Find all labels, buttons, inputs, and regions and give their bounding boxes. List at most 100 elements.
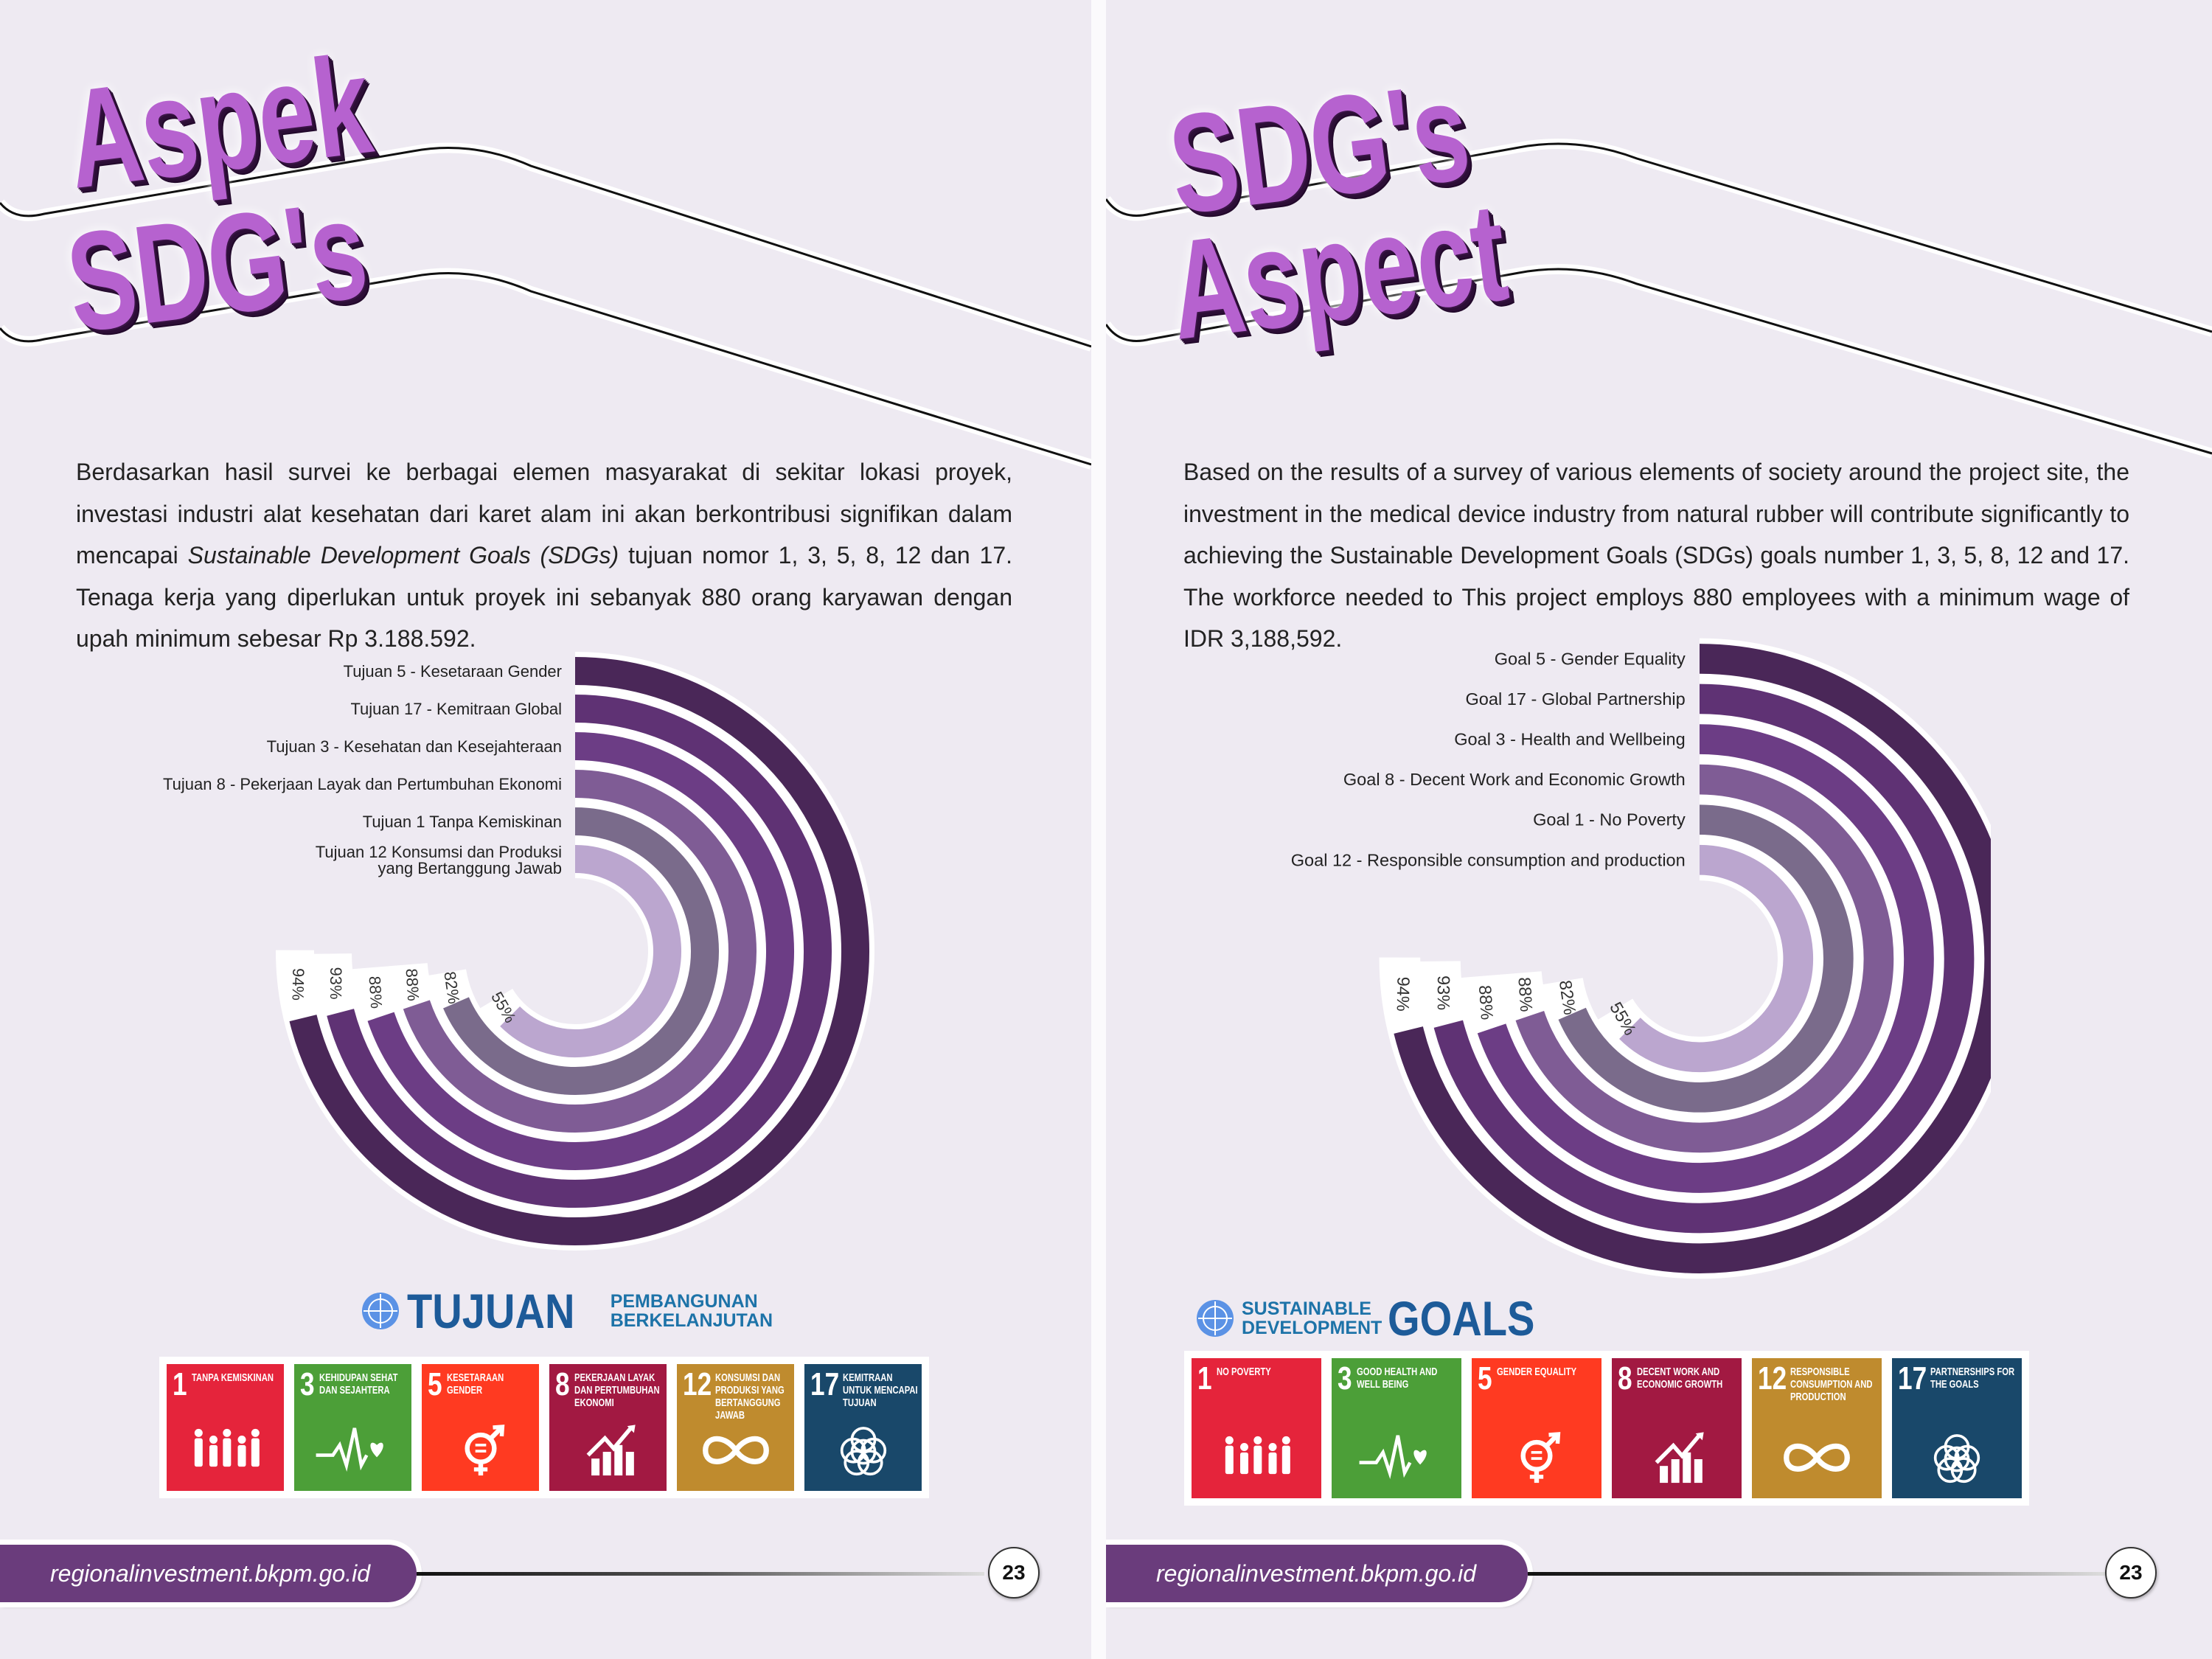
category-label: Tujuan 8 - Pekerjaan Layak dan Pertumbuh… (163, 775, 562, 793)
radial-bar (1515, 764, 1894, 1153)
page-number: 23 (988, 1547, 1040, 1599)
logo-line-1: PEMBANGUNAN (610, 1291, 758, 1312)
sdg-tile-goal-17: 17 Kemitraan untuk Mencapai Tujuan (804, 1364, 922, 1491)
radial-bar (1433, 684, 1975, 1234)
radial-bar-chart: 94% Goal 5 - Gender Equality 93% Goal 17 - … (1291, 638, 1991, 1279)
sdg-tile-goal-1: 1 No Poverty (1192, 1358, 1321, 1498)
tile-number: 12 (1758, 1360, 1787, 1397)
logo-line-1: SUSTAINABLE (1242, 1298, 1371, 1319)
tile-number: 5 (428, 1366, 442, 1402)
category-label: Goal 5 - Gender Equality (1495, 649, 1686, 668)
rings-flower-icon (1933, 1434, 1980, 1484)
radial-bar (1394, 644, 1991, 1273)
value-label: 93% (327, 967, 345, 999)
growth-chart-icon (586, 1425, 636, 1476)
tile-label: Good Health and Well Being (1357, 1366, 1438, 1391)
value-label: 93% (1434, 975, 1453, 1010)
tile-label: Tanpa Kemiskinan (192, 1371, 274, 1384)
tile-label: Responsible Consumption and Production (1790, 1366, 1873, 1403)
logo-line-2: BERKELANJUTAN (610, 1310, 773, 1331)
logo-big-word: TUJUAN (407, 1284, 575, 1338)
value-label: 88% (1514, 976, 1536, 1012)
heartbeat-icon (1359, 1435, 1427, 1479)
value-label: 88% (402, 968, 422, 1002)
sdg-tile-goal-17: 17 Partnerships for the Goals (1892, 1358, 2022, 1498)
tile-label: Konsumsi dan Produksi yang Bertanggung J… (715, 1371, 785, 1422)
page-title-line: Aspect (1161, 173, 1515, 369)
tile-label: Decent Work and Economic Growth (1637, 1366, 1723, 1391)
value-label: 88% (366, 975, 386, 1009)
footer-url[interactable]: regionalinvestment.bkpm.go.id (0, 1545, 417, 1602)
category-label: Tujuan 12 Konsumsi dan Produksi yang Bert… (316, 843, 562, 877)
tile-number: 8 (555, 1366, 570, 1402)
sdg-tile-goal-3: 3 Good Health and Well Being (1332, 1358, 1461, 1498)
sdg-tile-goal-12: 12 Responsible Consumption and Production (1752, 1358, 1882, 1498)
sdg-goal-tiles: 1 No Poverty 3 Good Health and Well Being 5 G… (1192, 1358, 2032, 1498)
sdg-tile-goal-5: 5 Gender Equality (1472, 1358, 1601, 1498)
tile-label: Partnerships for the Goals (1930, 1366, 2015, 1391)
category-label: Tujuan 1 Tanpa Kemiskinan (363, 813, 562, 831)
logo-small-text: PEMBANGUNAN BERKELANJUTAN (611, 1292, 773, 1330)
category-label: Goal 1 - No Poverty (1533, 810, 1686, 830)
tile-number: 1 (1197, 1360, 1212, 1397)
footer-url[interactable]: regionalinvestment.bkpm.go.id (1106, 1545, 1528, 1602)
sdg-tile-goal-3: 3 Kehidupan Sehat dan Sejahtera (294, 1364, 411, 1491)
tile-number: 8 (1618, 1360, 1632, 1397)
page-english: SDG's Aspect Based on the results of a sur… (1106, 0, 2212, 1659)
tile-label: Kesetaraan Gender (447, 1371, 504, 1397)
tile-label: Kehidupan Sehat dan Sejahtera (319, 1371, 398, 1397)
radial-bar (367, 732, 794, 1170)
category-label: Goal 12 - Responsible consumption and pr… (1291, 850, 1686, 869)
sdg-tile-goal-8: 8 Pekerjaan Layak dan Pertumbuhan Ekonomi (549, 1364, 667, 1491)
intro-paragraph: Based on the results of a survey of vari… (1183, 451, 2129, 660)
radial-bar-chart: 94% Tujuan 5 - Kesetaraan Gender 93% Tujuan… (163, 652, 874, 1251)
tile-number: 3 (300, 1366, 315, 1402)
sdg-tile-goal-5: 5 Kesetaraan Gender (422, 1364, 539, 1491)
rings-flower-icon (840, 1427, 886, 1476)
sdg-logo: TUJUAN PEMBANGUNAN BERKELANJUTAN (360, 1287, 773, 1335)
family-icon (1225, 1436, 1290, 1475)
radial-bar (403, 770, 757, 1133)
sdg-tile-goal-8: 8 Decent Work and Economic Growth (1612, 1358, 1742, 1498)
tile-label: No Poverty (1217, 1366, 1271, 1378)
radial-bar (289, 657, 869, 1245)
radial-bar (1619, 844, 1814, 1073)
tile-number: 1 (173, 1366, 187, 1402)
gender-equality-icon (1520, 1432, 1561, 1484)
footer-divider (1528, 1572, 2105, 1576)
logo-big-word: GOALS (1388, 1291, 1535, 1346)
category-label: Tujuan 17 - Kemitraan Global (350, 700, 562, 718)
radial-bar (327, 695, 832, 1208)
decorative-swoosh (0, 142, 1091, 470)
radial-bar (443, 807, 719, 1095)
category-label: Goal 17 - Global Partnership (1466, 689, 1686, 709)
tile-label: Kemitraan untuk Mencapai Tujuan (843, 1371, 918, 1409)
intro-paragraph: Berdasarkan hasil survei ke berbagai ele… (76, 451, 1012, 660)
paragraph-text: Berdasarkan hasil survei ke berbagai ele… (76, 459, 1012, 568)
paragraph-text: Based on the results of a survey of vari… (1183, 459, 2129, 652)
value-label: 94% (1394, 976, 1413, 1012)
logo-small-text: SUSTAINABLE DEVELOPMENT (1242, 1299, 1382, 1338)
radial-bar (1477, 724, 1934, 1193)
tile-label: Gender Equality (1497, 1366, 1577, 1378)
sdg-tile-goal-1: 1 Tanpa Kemiskinan (167, 1364, 284, 1491)
radial-bar (500, 845, 681, 1057)
sdg-tile-goal-12: 12 Konsumsi dan Produksi yang Bertanggung… (677, 1364, 794, 1491)
logo-line-2: DEVELOPMENT (1242, 1318, 1382, 1338)
category-label: Goal 8 - Decent Work and Economic Growth (1343, 770, 1686, 789)
category-label: Goal 3 - Health and Wellbeing (1454, 730, 1686, 749)
tile-number: 17 (1898, 1360, 1927, 1397)
category-label: Tujuan 3 - Kesehatan dan Kesejahteraan (267, 737, 562, 756)
un-emblem-icon (362, 1293, 399, 1329)
growth-chart-icon (1655, 1432, 1704, 1484)
paragraph-italic-text: Sustainable Development Goals (SDGs) (187, 542, 619, 568)
page-title-line: SDG's (59, 170, 375, 362)
tile-number: 3 (1338, 1360, 1352, 1397)
value-label: 94% (288, 968, 307, 1001)
footer-divider (417, 1572, 984, 1576)
un-emblem-icon (1197, 1300, 1234, 1337)
page-number: 23 (2105, 1547, 2157, 1599)
radial-bar (1558, 804, 1854, 1113)
infinity-icon (1784, 1443, 1850, 1472)
category-label: Tujuan 5 - Kesetaraan Gender (344, 662, 562, 681)
